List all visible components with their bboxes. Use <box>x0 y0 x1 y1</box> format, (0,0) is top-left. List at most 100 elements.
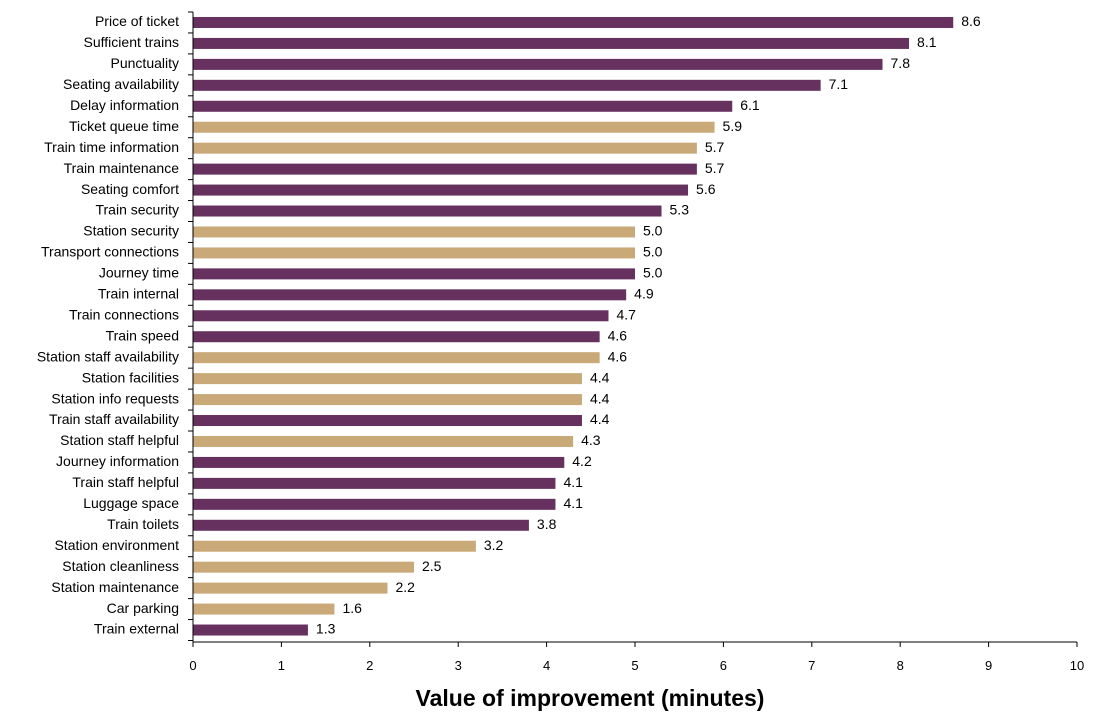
bar-row: Train toilets 3.8 <box>107 516 556 532</box>
bar-row: Train connections 4.7 <box>69 306 636 322</box>
bar <box>193 247 635 259</box>
data-label: 5.9 <box>723 118 743 134</box>
bar-row: Train external 1.3 <box>94 621 336 637</box>
bar-row: Station maintenance 2.2 <box>51 579 415 595</box>
category-label: Train external <box>94 621 179 637</box>
category-label: Station maintenance <box>51 579 179 595</box>
bar <box>193 142 697 154</box>
category-label: Price of ticket <box>95 13 179 29</box>
bar <box>193 519 529 531</box>
category-label: Station facilities <box>82 369 179 385</box>
bar <box>193 477 556 489</box>
x-tick-label: 8 <box>897 658 904 673</box>
x-axis-title: Value of improvement (minutes) <box>416 685 765 711</box>
axes-layer: 0 1 2 3 4 5 6 7 8 9 10 <box>188 11 1084 673</box>
bar-row: Train security 5.3 <box>95 202 689 218</box>
bar-row: Train staff availability 4.4 <box>49 411 610 427</box>
category-label: Train toilets <box>107 516 179 532</box>
category-label: Car parking <box>107 600 179 616</box>
bar-row: Train staff helpful 4.1 <box>72 474 583 490</box>
bar-row: Ticket queue time 5.9 <box>69 118 742 134</box>
bar-row: Station environment 3.2 <box>54 537 503 553</box>
x-tick-label: 6 <box>720 658 727 673</box>
bar-row: Transport connections 5.0 <box>41 244 663 260</box>
data-label: 3.2 <box>484 537 504 553</box>
category-label: Seating availability <box>63 76 179 92</box>
data-label: 2.5 <box>422 558 442 574</box>
bar-row: Station info requests 4.4 <box>51 390 609 406</box>
bar <box>193 121 715 133</box>
bar-row: Station staff availability 4.6 <box>37 348 627 364</box>
bar <box>193 289 627 301</box>
data-label: 5.7 <box>705 160 725 176</box>
bar <box>193 582 388 594</box>
bar-row: Train speed 4.6 <box>106 327 628 343</box>
data-label: 4.2 <box>572 453 592 469</box>
x-tick-label: 0 <box>189 658 196 673</box>
category-label: Station environment <box>54 537 179 553</box>
category-label: Train staff availability <box>49 411 179 427</box>
bar <box>193 184 689 196</box>
bar-row: Journey information 4.2 <box>56 453 592 469</box>
category-label: Train security <box>95 202 179 218</box>
data-label: 4.7 <box>616 306 636 322</box>
bar <box>193 624 308 636</box>
bar <box>193 435 574 447</box>
x-tick-label: 7 <box>808 658 815 673</box>
bar <box>193 163 697 175</box>
bar <box>193 415 582 427</box>
bar-row: Station facilities 4.4 <box>82 369 610 385</box>
bar <box>193 394 582 406</box>
bar-row: Station cleanliness 2.5 <box>62 558 441 574</box>
data-label: 4.6 <box>608 348 628 364</box>
bar <box>193 205 662 217</box>
bar <box>193 100 733 112</box>
data-label: 2.2 <box>395 579 415 595</box>
data-label: 5.7 <box>705 139 725 155</box>
data-label: 5.0 <box>643 244 663 260</box>
bar-row: Seating comfort 5.6 <box>81 181 716 197</box>
bar <box>193 540 476 552</box>
x-tick-label: 1 <box>278 658 285 673</box>
bar <box>193 310 609 322</box>
data-label: 7.8 <box>891 55 911 71</box>
data-label: 1.6 <box>342 600 362 616</box>
bar <box>193 456 565 468</box>
category-label: Train staff helpful <box>72 474 179 490</box>
data-label: 3.8 <box>537 516 557 532</box>
x-tick-label: 9 <box>985 658 992 673</box>
category-label: Journey time <box>99 265 179 281</box>
category-label: Station staff helpful <box>60 432 179 448</box>
category-label: Punctuality <box>111 55 179 71</box>
category-label: Transport connections <box>41 244 179 260</box>
bar <box>193 561 414 573</box>
bar-row: Price of ticket 8.6 <box>95 13 981 29</box>
data-label: 4.1 <box>563 474 583 490</box>
bar <box>193 603 335 615</box>
category-label: Station info requests <box>51 390 179 406</box>
category-label: Station cleanliness <box>62 558 179 574</box>
bar <box>193 79 821 91</box>
data-label: 5.0 <box>643 223 663 239</box>
bar <box>193 268 635 280</box>
data-label: 8.6 <box>961 13 981 29</box>
data-label: 4.4 <box>590 390 610 406</box>
bars-layer: Price of ticket 8.6 Sufficient trains 8.1 Pu… <box>37 13 981 637</box>
bar <box>193 37 910 49</box>
data-label: 7.1 <box>829 76 849 92</box>
category-label: Train connections <box>69 306 179 322</box>
category-label: Sufficient trains <box>84 34 179 50</box>
data-label: 5.6 <box>696 181 716 197</box>
category-label: Train time information <box>44 139 179 155</box>
x-tick-label: 10 <box>1070 658 1084 673</box>
bar <box>193 58 883 70</box>
bar-row: Sufficient trains 8.1 <box>84 34 937 50</box>
bar-row: Train maintenance 5.7 <box>64 160 725 176</box>
data-label: 4.3 <box>581 432 601 448</box>
bar-row: Delay information 6.1 <box>70 97 760 113</box>
category-label: Seating comfort <box>81 181 179 197</box>
data-label: 8.1 <box>917 34 937 50</box>
bar <box>193 498 556 510</box>
data-label: 4.9 <box>634 286 654 302</box>
